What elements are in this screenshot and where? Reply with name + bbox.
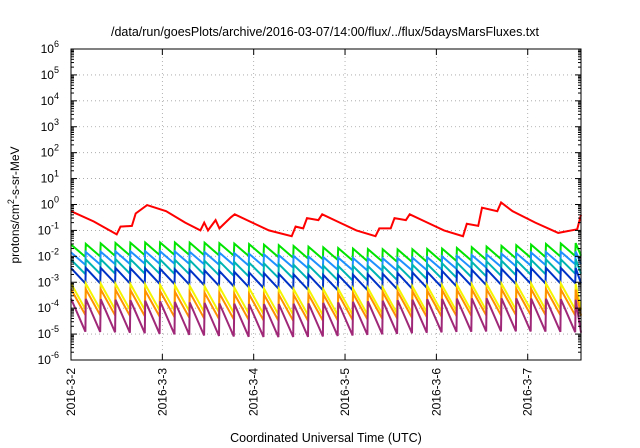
y-tick-label: 101: [41, 169, 59, 186]
x-axis-label: Coordinated Universal Time (UTC): [230, 431, 422, 445]
x-tick-label: 2016-3-4: [247, 368, 261, 416]
series-line-5: [70, 265, 582, 293]
y-tick-label: 103: [41, 117, 59, 134]
x-tick-label: 2016-3-3: [155, 368, 169, 416]
y-tick-label: 104: [41, 91, 59, 108]
grid: [71, 49, 581, 360]
x-tick-label: 2016-3-5: [338, 368, 352, 416]
series-line-8: [70, 297, 582, 338]
y-tick-label: 10-5: [38, 324, 59, 341]
x-axis: 2016-3-2 2016-3-3 2016-3-4 2016-3-5 2016-3-6…: [64, 49, 535, 416]
y-axis-label-sup: 2: [6, 199, 16, 204]
series-line-1: [70, 200, 582, 238]
y-axis-label-rest: -s-sr-MeV: [8, 146, 22, 199]
chart-title: /data/run/goesPlots/archive/2016-03-07/1…: [111, 25, 540, 39]
y-tick-label: 10-2: [38, 246, 59, 263]
y-tick-label: 10-1: [38, 220, 59, 237]
y-tick-label: 10-3: [38, 272, 59, 289]
x-tick-label: 2016-3-2: [64, 368, 78, 416]
series-layer: [70, 200, 582, 338]
y-axis: 10-6 10-5 10-4 10-3 10-2 10-1 100 101 102 103 104 1…: [38, 39, 581, 367]
y-axis-label: protons/cm2-s-sr-MeV: [6, 146, 22, 263]
y-tick-label: 102: [41, 143, 59, 160]
x-tick-label: 2016-3-6: [429, 368, 443, 416]
y-axis-label-base: protons/cm: [8, 204, 22, 263]
y-tick-label: 10-4: [38, 298, 59, 315]
y-tick-label: 105: [41, 65, 59, 82]
y-tick-label: 10-6: [38, 350, 59, 367]
y-tick-label: 100: [41, 195, 59, 212]
y-tick-label: 106: [41, 39, 59, 56]
x-tick-label: 2016-3-7: [521, 368, 535, 416]
